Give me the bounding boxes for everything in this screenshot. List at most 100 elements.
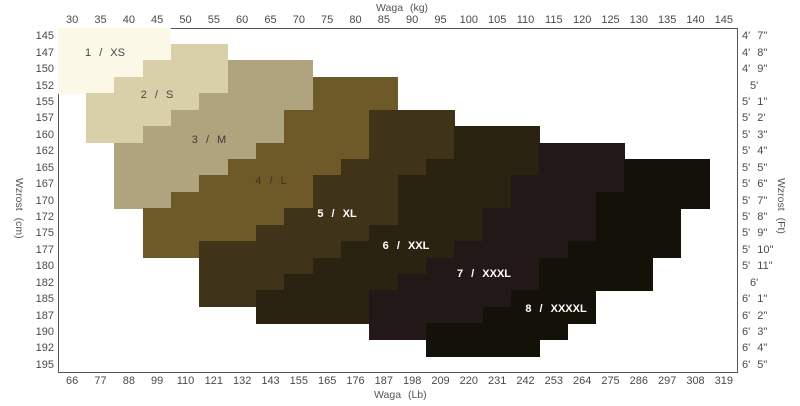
size-region-4 bbox=[227, 158, 342, 176]
size-region-4 bbox=[255, 142, 370, 160]
size-region-5 bbox=[255, 224, 370, 242]
size-region-8 bbox=[624, 158, 710, 176]
size-region-6 bbox=[312, 257, 427, 275]
x-tick-lb: 297 bbox=[657, 375, 677, 387]
y-tick-cm: 162 bbox=[35, 145, 54, 158]
size-region-3 bbox=[227, 76, 313, 94]
x-tick-kg: 65 bbox=[264, 14, 277, 26]
x-tick-lb: 88 bbox=[122, 375, 135, 387]
y-tick-cm: 152 bbox=[35, 79, 54, 92]
size-region-8 bbox=[425, 323, 568, 341]
x-tick-kg: 100 bbox=[459, 14, 479, 26]
size-region-8 bbox=[539, 273, 653, 291]
size-region-4 bbox=[142, 224, 257, 242]
y-tick-cm: 177 bbox=[35, 243, 54, 256]
x-tick-kg: 85 bbox=[377, 14, 390, 26]
size-region-2 bbox=[142, 60, 228, 78]
y-tick-cm: 185 bbox=[35, 293, 54, 306]
x-tick-kg: 70 bbox=[292, 14, 305, 26]
size-region-3 bbox=[114, 158, 228, 176]
size-region-5 bbox=[340, 158, 427, 176]
size-region-4 bbox=[284, 126, 370, 143]
y-tick-ft: 6' 4" bbox=[742, 342, 768, 355]
size-label-1: 1 / XS bbox=[85, 47, 125, 59]
y-tick-ft: 5' 3" bbox=[742, 128, 768, 141]
y-tick-ft: 4' 9" bbox=[742, 63, 768, 76]
y-tick-ft: 5' 9" bbox=[742, 227, 768, 240]
y-tick-cm: 190 bbox=[35, 325, 54, 338]
size-region-1 bbox=[57, 60, 143, 78]
y-tick-cm: 195 bbox=[35, 358, 54, 371]
size-region-4 bbox=[312, 93, 398, 111]
size-region-2 bbox=[85, 126, 143, 143]
y-tick-ft: 5' 10" bbox=[742, 243, 774, 256]
size-region-2 bbox=[114, 76, 228, 94]
size-region-7 bbox=[454, 241, 568, 258]
x-tick-kg: 35 bbox=[94, 14, 107, 26]
size-region-2 bbox=[85, 109, 172, 127]
size-region-7 bbox=[369, 323, 427, 341]
size-region-7 bbox=[397, 273, 540, 291]
size-region-1 bbox=[57, 43, 172, 61]
y-tick-ft: 5' 1" bbox=[742, 95, 768, 108]
y-axis-title-right: Wzrost (Ft) bbox=[775, 178, 787, 234]
x-tick-kg: 40 bbox=[122, 14, 135, 26]
size-region-7 bbox=[539, 158, 625, 176]
size-region-3 bbox=[114, 191, 172, 209]
x-tick-kg: 30 bbox=[66, 14, 79, 26]
x-tick-lb: 132 bbox=[232, 375, 252, 387]
y-tick-ft: 5' 7" bbox=[742, 194, 768, 207]
x-tick-kg: 105 bbox=[487, 14, 507, 26]
y-tick-ft: 5' 5" bbox=[742, 161, 768, 174]
size-region-6 bbox=[255, 290, 370, 308]
x-tick-kg: 120 bbox=[572, 14, 592, 26]
x-tick-lb: 231 bbox=[487, 375, 507, 387]
size-region-2 bbox=[85, 93, 200, 111]
size-region-8 bbox=[595, 208, 682, 226]
x-tick-kg: 55 bbox=[207, 14, 220, 26]
x-tick-kg: 125 bbox=[601, 14, 620, 26]
x-tick-kg: 75 bbox=[321, 14, 334, 26]
size-region-6 bbox=[454, 126, 540, 143]
y-tick-ft: 6' bbox=[750, 276, 759, 289]
size-label-5: 5 / XL bbox=[317, 208, 357, 220]
x-tick-lb: 319 bbox=[714, 375, 734, 387]
size-region-6 bbox=[397, 175, 512, 193]
x-tick-kg: 45 bbox=[151, 14, 164, 26]
x-tick-kg: 140 bbox=[686, 14, 705, 26]
size-region-8 bbox=[425, 339, 540, 357]
y-tick-cm: 170 bbox=[35, 194, 54, 207]
y-tick-ft: 6' 2" bbox=[742, 309, 768, 322]
size-region-5 bbox=[312, 191, 398, 209]
size-region-4 bbox=[142, 208, 285, 226]
x-axis-title-bottom: Waga (Lb) bbox=[374, 389, 427, 401]
y-tick-cm: 147 bbox=[35, 46, 54, 59]
size-region-8 bbox=[624, 175, 710, 193]
size-region-7 bbox=[510, 175, 625, 193]
size-region-8 bbox=[510, 290, 597, 308]
y-tick-ft: 5' 6" bbox=[742, 178, 768, 191]
size-region-7 bbox=[369, 290, 512, 308]
size-region-3 bbox=[170, 109, 285, 127]
size-region-8 bbox=[539, 257, 653, 275]
size-region-5 bbox=[199, 241, 342, 258]
x-tick-lb: 110 bbox=[176, 375, 195, 387]
size-region-3 bbox=[114, 142, 257, 160]
size-region-3 bbox=[199, 93, 313, 111]
x-tick-lb: 121 bbox=[204, 375, 224, 387]
size-region-7 bbox=[482, 224, 597, 242]
y-tick-ft: 6' 5" bbox=[742, 358, 768, 371]
y-tick-ft: 4' 7" bbox=[742, 30, 768, 43]
y-tick-cm: 182 bbox=[35, 276, 54, 289]
size-region-5 bbox=[369, 109, 455, 127]
y-tick-ft: 5' 11" bbox=[742, 260, 773, 273]
x-tick-lb: 220 bbox=[459, 375, 479, 387]
x-tick-kg: 115 bbox=[545, 14, 563, 26]
x-tick-lb: 286 bbox=[629, 375, 649, 387]
size-region-6 bbox=[255, 306, 370, 324]
size-region-4 bbox=[170, 191, 313, 209]
y-tick-cm: 150 bbox=[35, 63, 54, 76]
x-tick-lb: 143 bbox=[261, 375, 280, 387]
size-label-6: 6 / XXL bbox=[382, 240, 430, 252]
y-tick-cm: 145 bbox=[35, 30, 54, 43]
